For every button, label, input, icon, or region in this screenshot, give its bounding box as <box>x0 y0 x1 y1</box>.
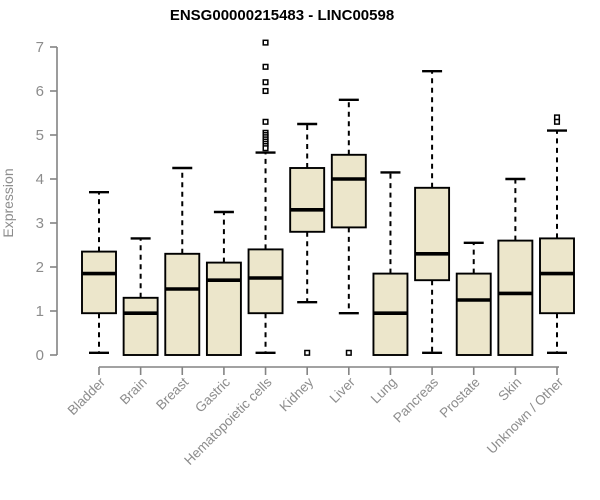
box-group <box>372 171 409 356</box>
box-rect <box>205 261 242 356</box>
x-tick-label: Breast <box>153 374 191 412</box>
x-tick-label: Kidney <box>277 374 317 414</box>
box-group <box>330 98 367 356</box>
box-rect <box>81 250 117 315</box>
box-rect <box>289 167 326 233</box>
x-tick-label: Liver <box>327 374 359 406</box>
box-rect <box>247 248 284 315</box>
x-tick-label: Skin <box>495 375 524 404</box>
y-tick-label: 0 <box>36 347 44 364</box>
box-group <box>497 177 534 356</box>
y-tick-label: 4 <box>36 171 44 188</box>
x-tick-label: Brain <box>117 375 150 408</box>
x-tick-label: Prostate <box>437 375 483 421</box>
box-group <box>122 237 159 356</box>
y-tick-label: 1 <box>36 303 44 320</box>
box-group <box>539 114 575 354</box>
outlier-point <box>262 87 269 95</box>
box-rect <box>330 153 367 229</box>
y-tick-label: 5 <box>36 127 44 144</box>
x-tick-label: Pancreas <box>390 374 441 425</box>
box-group <box>414 69 451 354</box>
box-rect <box>539 237 575 315</box>
outlier-point <box>304 349 311 356</box>
x-tick-label: Bladder <box>65 374 109 418</box>
outlier-point <box>262 63 269 70</box>
outlier-point <box>262 79 269 86</box>
outlier-point <box>262 145 269 152</box>
y-tick-label: 3 <box>36 215 44 232</box>
box-rect <box>414 186 451 282</box>
outlier-point <box>262 118 269 125</box>
y-tick-label: 7 <box>36 39 44 56</box>
box-group <box>81 190 117 354</box>
x-tick-label: Unknown / Other <box>484 374 567 457</box>
y-tick-label: 6 <box>36 83 44 100</box>
box-rect <box>164 252 201 356</box>
box-rect <box>455 272 492 356</box>
outlier-point <box>553 118 561 125</box>
outlier-point <box>345 349 352 356</box>
y-tick-label: 2 <box>36 259 44 276</box>
box-group <box>247 39 284 354</box>
chart-title: ENSG00000215483 - LINC00598 <box>169 7 395 24</box>
x-tick-label: Lung <box>368 375 400 407</box>
y-axis: 0 1 2 3 4 5 6 7 <box>36 39 58 364</box>
box-group <box>164 166 201 356</box>
box-group <box>289 122 326 356</box>
x-tick-label: Gastric <box>192 374 233 415</box>
outlier-point <box>262 39 269 46</box>
box-rect <box>122 296 159 356</box>
box-group <box>205 210 242 356</box>
box-rect <box>497 239 534 356</box>
box-group <box>455 241 492 356</box>
